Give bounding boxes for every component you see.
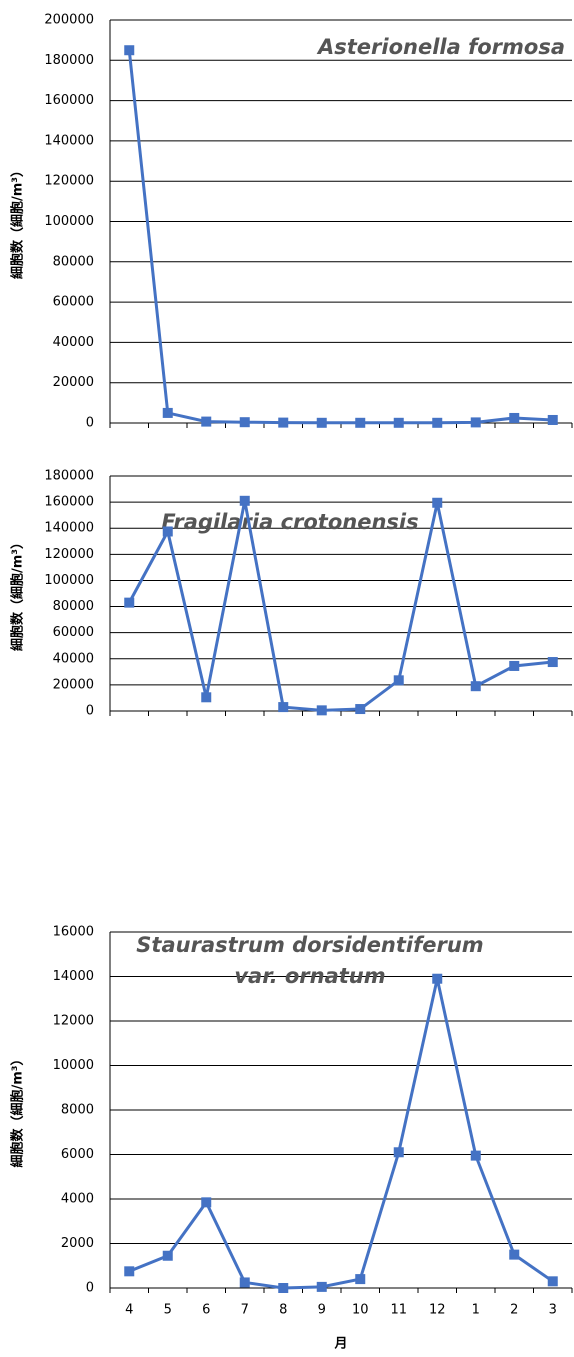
y-tick-label: 140000: [44, 521, 94, 536]
marker: [239, 495, 250, 506]
y-tick-label: 100000: [44, 214, 94, 229]
marker: [162, 526, 173, 537]
y-tick-label: 16000: [53, 925, 94, 940]
x-axis-label: 月: [333, 1337, 347, 1352]
x-tick-label: 4: [125, 1303, 133, 1318]
y-tick-label: 0: [86, 1281, 94, 1296]
y-tick-label: 120000: [44, 547, 94, 562]
chart-title: var. ornatum: [234, 964, 385, 988]
marker: [239, 417, 250, 428]
marker: [509, 412, 520, 423]
y-tick-label: 80000: [53, 254, 94, 269]
y-tick-label: 20000: [53, 375, 94, 390]
marker: [470, 417, 481, 428]
marker: [201, 692, 212, 703]
y-tick-label: 6000: [61, 1147, 94, 1162]
marker: [355, 417, 366, 428]
marker: [432, 973, 443, 984]
line: [127, 50, 553, 425]
y-tick-label: 100000: [44, 573, 94, 588]
y-tick-label: 120000: [44, 174, 94, 189]
y-tick-label: 0: [86, 416, 94, 431]
x-tick-label: 12: [429, 1303, 446, 1318]
marker: [239, 1277, 250, 1288]
chart-title: Staurastrum dorsidentiferum: [136, 933, 483, 957]
y-tick-label: 160000: [44, 495, 94, 510]
y-tick-label: 14000: [53, 969, 94, 984]
marker: [547, 414, 558, 425]
line: [127, 500, 553, 712]
y-tick-label: 10000: [53, 1058, 94, 1073]
marker: [393, 1147, 404, 1158]
marker: [316, 1281, 327, 1292]
y-tick-label: 140000: [44, 133, 94, 148]
marker: [432, 497, 443, 508]
marker: [124, 597, 135, 608]
y-tick-label: 0: [86, 704, 94, 719]
x-tick-label: 9: [318, 1303, 326, 1318]
marker: [278, 702, 289, 713]
marker: [355, 1274, 366, 1285]
x-tick-label: 2: [510, 1303, 518, 1318]
y-tick-label: 160000: [44, 93, 94, 108]
marker: [201, 1197, 212, 1208]
y-tick-label: 20000: [53, 677, 94, 692]
chart-title: Asterionella formosa: [316, 35, 565, 59]
y-tick-label: 200000: [44, 13, 94, 28]
marker: [470, 1150, 481, 1161]
y-tick-label: 180000: [44, 53, 94, 68]
marker: [547, 657, 558, 668]
marker: [470, 681, 481, 692]
y-tick-label: 4000: [61, 1192, 94, 1207]
y-tick-label: 8000: [61, 1103, 94, 1118]
x-tick-label: 11: [390, 1303, 407, 1318]
y-axis-label: 細胞数（細胞/m³）: [10, 164, 26, 279]
x-tick-label: 6: [202, 1303, 210, 1318]
y-tick-label: 40000: [53, 335, 94, 350]
line: [128, 978, 554, 1290]
y-tick-label: 12000: [53, 1014, 94, 1029]
chart-title: Fragilaria crotonensis: [161, 510, 418, 534]
y-tick-label: 2000: [61, 1236, 94, 1251]
marker: [393, 675, 404, 686]
marker: [509, 660, 520, 671]
x-tick-label: 5: [164, 1303, 172, 1318]
marker: [278, 417, 289, 428]
x-tick-label: 7: [241, 1303, 249, 1318]
y-tick-label: 60000: [53, 295, 94, 310]
y-tick-label: 60000: [53, 625, 94, 640]
marker: [432, 417, 443, 428]
marker: [393, 417, 404, 428]
y-axis-label: 細胞数（細胞/m³）: [10, 1053, 26, 1168]
y-tick-label: 80000: [53, 599, 94, 614]
marker: [316, 417, 327, 428]
marker: [278, 1283, 289, 1293]
marker: [201, 416, 212, 427]
y-tick-label: 180000: [44, 469, 94, 484]
marker: [124, 1266, 135, 1277]
y-tick-label: 40000: [53, 651, 94, 666]
y-axis-label: 細胞数（細胞/m³）: [10, 536, 26, 651]
marker: [162, 407, 173, 418]
marker: [547, 1276, 558, 1287]
marker: [162, 1250, 173, 1261]
marker: [355, 704, 366, 715]
x-tick-label: 10: [352, 1303, 369, 1318]
marker: [124, 45, 135, 56]
marker: [316, 705, 327, 716]
marker: [509, 1249, 520, 1260]
x-tick-label: 8: [279, 1303, 287, 1318]
x-tick-label: 1: [472, 1303, 480, 1318]
x-tick-label: 3: [549, 1303, 557, 1318]
